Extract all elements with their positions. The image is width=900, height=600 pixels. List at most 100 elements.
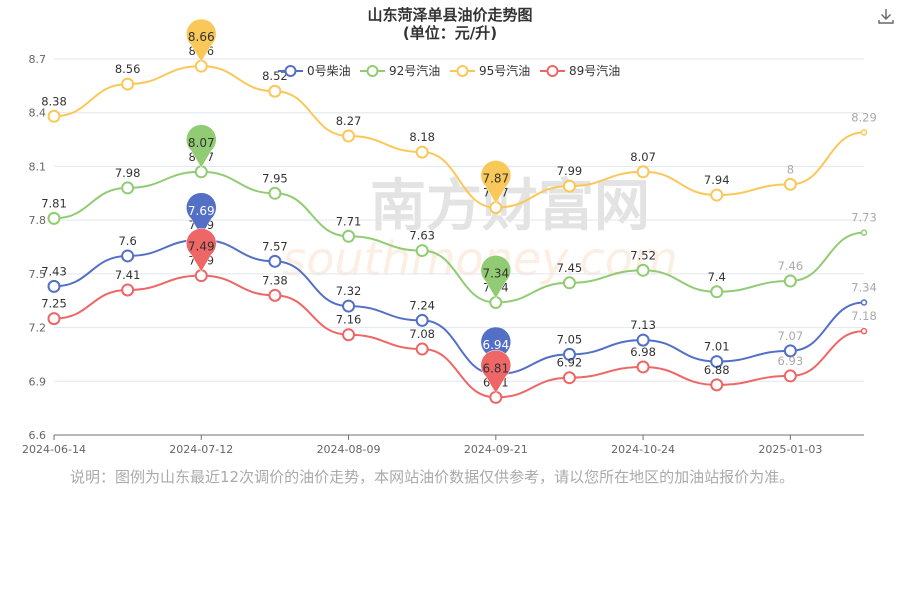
data-label: 7.57 [262,239,288,253]
data-point [636,333,650,347]
series-line [53,274,865,399]
data-point [562,276,576,290]
data-label: 8.27 [336,114,362,128]
legend-item-0[interactable]: 0号柴油 [278,64,351,78]
axes: 6.6 6.9 7.2 7.5 7.8 8.1 8.4 8.7 2024-06-14 2024-0… [22,53,864,456]
data-point [268,254,282,268]
data-point [268,84,282,98]
markers: 7.69 6.94 8.07 7.34 8.66 7.87 7.49 6.81 [186,18,512,394]
data-label: 7.41 [115,268,141,282]
y-tick-label: 7.2 [29,322,47,335]
x-tick-label: 2024-07-12 [169,443,233,456]
data-point [710,378,724,392]
data-label: 7.95 [262,171,288,185]
data-point [860,129,868,136]
data-point [268,186,282,200]
data-label: 7.99 [557,164,583,178]
marker-pin [186,192,217,237]
value-marker: 7.69 [186,192,217,237]
data-label: 8.38 [41,94,67,108]
data-point [415,342,429,356]
marker-label: 6.94 [482,338,509,352]
data-point [783,274,797,288]
data-point [860,229,868,236]
data-label: 7.08 [409,327,435,341]
value-marker: 7.87 [480,160,512,205]
legend-symbol [456,65,469,77]
legend-item-1[interactable]: 92号汽油 [360,63,440,78]
x-tick-label: 2024-06-14 [22,443,86,456]
data-point [710,355,724,369]
data-label: 8.52 [262,69,288,83]
marker-pin [480,350,512,394]
series-line [53,65,865,209]
data-label: 7.25 [41,297,67,311]
data-label: 7.52 [630,248,656,262]
marker-pin [480,255,512,299]
legend-label: 89号汽油 [569,63,620,78]
data-point [562,371,576,385]
legend-item-2[interactable]: 95号汽油 [450,63,530,78]
y-tick-label: 6.9 [29,375,47,388]
data-point [415,313,429,327]
chart-subtitle: (单位：元/升) [403,24,497,42]
data-point [342,229,356,243]
data-label: 7.73 [851,211,877,225]
data-label: 7.46 [778,259,804,273]
data-point [121,77,135,91]
data-point [636,360,650,374]
watermark-en: southmoney.com [282,232,677,286]
value-marker: 8.66 [186,18,217,63]
data-point [342,328,356,342]
data-label: 7.6 [118,234,136,248]
legend-item-3[interactable]: 89号汽油 [540,63,620,78]
y-tick-label: 8.1 [29,160,47,173]
marker-label: 8.66 [188,30,215,44]
marker-label: 7.49 [188,240,215,254]
y-tick-label: 8.4 [29,107,47,120]
data-label: 7.18 [851,309,877,323]
data-point [783,177,797,191]
data-point [636,165,650,179]
data-point [47,211,61,225]
legend[interactable]: 0号柴油 92号汽油 95号汽油 89号汽油 [278,63,620,78]
marker-label: 8.07 [188,136,215,150]
value-marker: 7.34 [480,255,512,299]
series-line [53,170,865,304]
value-marker: 6.94 [480,326,512,371]
value-marker: 6.81 [480,350,512,394]
value-marker: 7.49 [186,228,217,273]
data-label: 8.07 [630,150,656,164]
data-point [562,347,576,361]
data-label: 6.93 [778,354,804,368]
x-tick-label: 2024-10-24 [611,443,675,456]
data-point [710,285,724,299]
data-label: 7.63 [409,229,435,243]
data-point [562,179,576,193]
value-marker: 8.07 [186,124,217,169]
data-point [783,344,797,358]
data-label: 7.43 [41,264,67,278]
download-icon[interactable] [876,6,896,26]
data-label: 7.01 [704,340,730,354]
legend-symbol [546,65,559,77]
data-label: 7.81 [41,196,67,210]
data-label: 7.34 [851,281,877,295]
data-label: 7.38 [262,273,288,287]
data-point [415,145,429,159]
data-label: 8.18 [409,130,435,144]
y-tick-label: 7.8 [29,214,47,227]
x-tick-label: 2024-08-09 [317,443,381,456]
data-label: 7.24 [409,298,435,312]
data-label: 7.94 [704,173,730,187]
data-label: 8.29 [851,110,877,124]
marker-pin [480,326,512,371]
legend-label: 92号汽油 [389,63,440,78]
data-label: 7.16 [336,313,362,327]
data-label: 8.56 [115,62,141,76]
data-point [47,312,61,326]
series-1: 7.81 7.98 8.07 7.95 7.71 7.63 7.34 7.45 7.52 7.4 7… [41,150,877,310]
data-label: 7.45 [557,261,583,275]
legend-symbol [366,65,379,77]
